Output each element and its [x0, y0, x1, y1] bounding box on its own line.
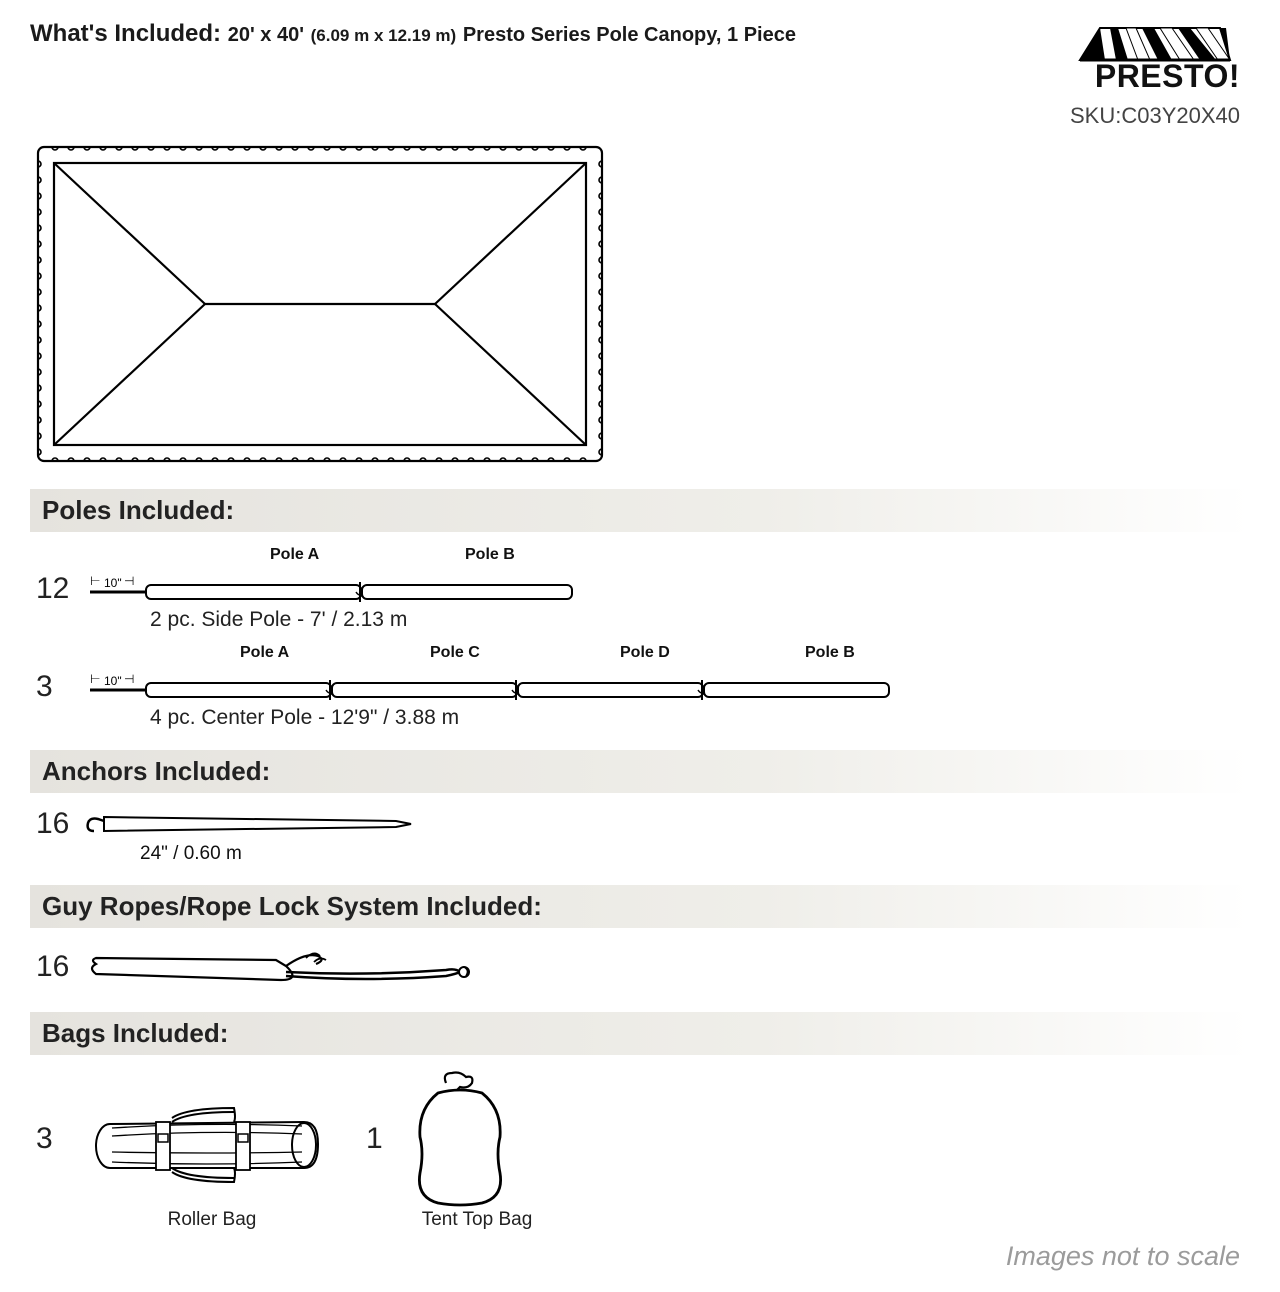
side-pole-icon: ⊢ 10" ⊣	[86, 575, 586, 603]
rope-qty: 16	[36, 950, 86, 984]
side-pole-caption: 2 pc. Side Pole - 7' / 2.13 m	[150, 608, 1250, 632]
side-pole-labels: Pole A Pole B	[90, 546, 630, 566]
rope-icon	[86, 942, 486, 992]
svg-text:⊢: ⊢	[90, 673, 100, 686]
pole-b-label: Pole B	[465, 546, 515, 564]
anchor-caption: 24" / 0.60 m	[140, 843, 1250, 865]
canopy-svg	[30, 139, 610, 469]
anchor-row: 16	[36, 807, 1250, 841]
center-pole-caption: 4 pc. Center Pole - 12'9" / 3.88 m	[150, 706, 1250, 730]
roller-bag-qty: 3	[36, 1122, 86, 1156]
svg-text:⊣: ⊣	[124, 575, 134, 588]
brand-block: PRESTO! SKU:C03Y20X40	[1070, 20, 1240, 129]
stake-icon	[86, 807, 416, 841]
rope-row: 16	[36, 942, 1250, 992]
tent-top-bag-qty: 1	[366, 1122, 406, 1156]
header-row: What's Included: 20' x 40' (6.09 m x 12.…	[30, 20, 1250, 129]
pole-a-label: Pole A	[270, 546, 319, 564]
center-pole-qty: 3	[36, 670, 86, 704]
title-prefix: What's Included:	[30, 20, 221, 47]
footer-note: Images not to scale	[30, 1241, 1240, 1272]
pole-c-label: Pole C	[430, 644, 480, 662]
anchor-qty: 16	[36, 807, 86, 841]
bags-row: 3 1	[36, 1069, 1250, 1209]
canopy-diagram	[30, 139, 1250, 469]
roller-bag-caption: Roller Bag	[92, 1209, 332, 1231]
roller-bag-icon	[86, 1094, 326, 1184]
title-metric: (6.09 m x 12.19 m)	[311, 26, 457, 45]
svg-text:10": 10"	[104, 576, 122, 590]
svg-text:10": 10"	[104, 674, 122, 688]
brand-name: PRESTO!	[1070, 58, 1240, 95]
tent-top-bag-icon	[406, 1069, 516, 1209]
pole-d-label: Pole D	[620, 644, 670, 662]
side-pole-qty: 12	[36, 572, 86, 606]
title-size: 20' x 40'	[228, 24, 304, 46]
pole-a2-label: Pole A	[240, 644, 289, 662]
page-title: What's Included: 20' x 40' (6.09 m x 12.…	[30, 20, 796, 48]
bag-captions: Roller Bag Tent Top Bag	[36, 1209, 1250, 1231]
tent-top-bag-item: 1	[366, 1069, 516, 1209]
section-ropes: Guy Ropes/Rope Lock System Included:	[30, 885, 1250, 928]
roller-bag-item: 3	[36, 1094, 326, 1184]
svg-text:⊢: ⊢	[90, 575, 100, 588]
title-product: Presto Series Pole Canopy, 1 Piece	[463, 24, 796, 46]
section-bags: Bags Included:	[30, 1012, 1250, 1055]
tent-top-bag-caption: Tent Top Bag	[402, 1209, 552, 1231]
svg-text:⊣: ⊣	[124, 673, 134, 686]
section-anchors: Anchors Included:	[30, 750, 1250, 793]
center-pole-row: 3 ⊢ 10" ⊣	[36, 670, 1250, 704]
center-pole-labels: Pole A Pole C Pole D Pole B	[90, 644, 970, 664]
section-poles: Poles Included:	[30, 489, 1250, 532]
sku-label: SKU:C03Y20X40	[1070, 103, 1240, 129]
center-pole-icon: ⊢ 10" ⊣	[86, 673, 926, 701]
presto-logo-icon	[1070, 20, 1240, 62]
pole-b2-label: Pole B	[805, 644, 855, 662]
side-pole-row: 12 ⊢ 10" ⊣	[36, 572, 1250, 606]
